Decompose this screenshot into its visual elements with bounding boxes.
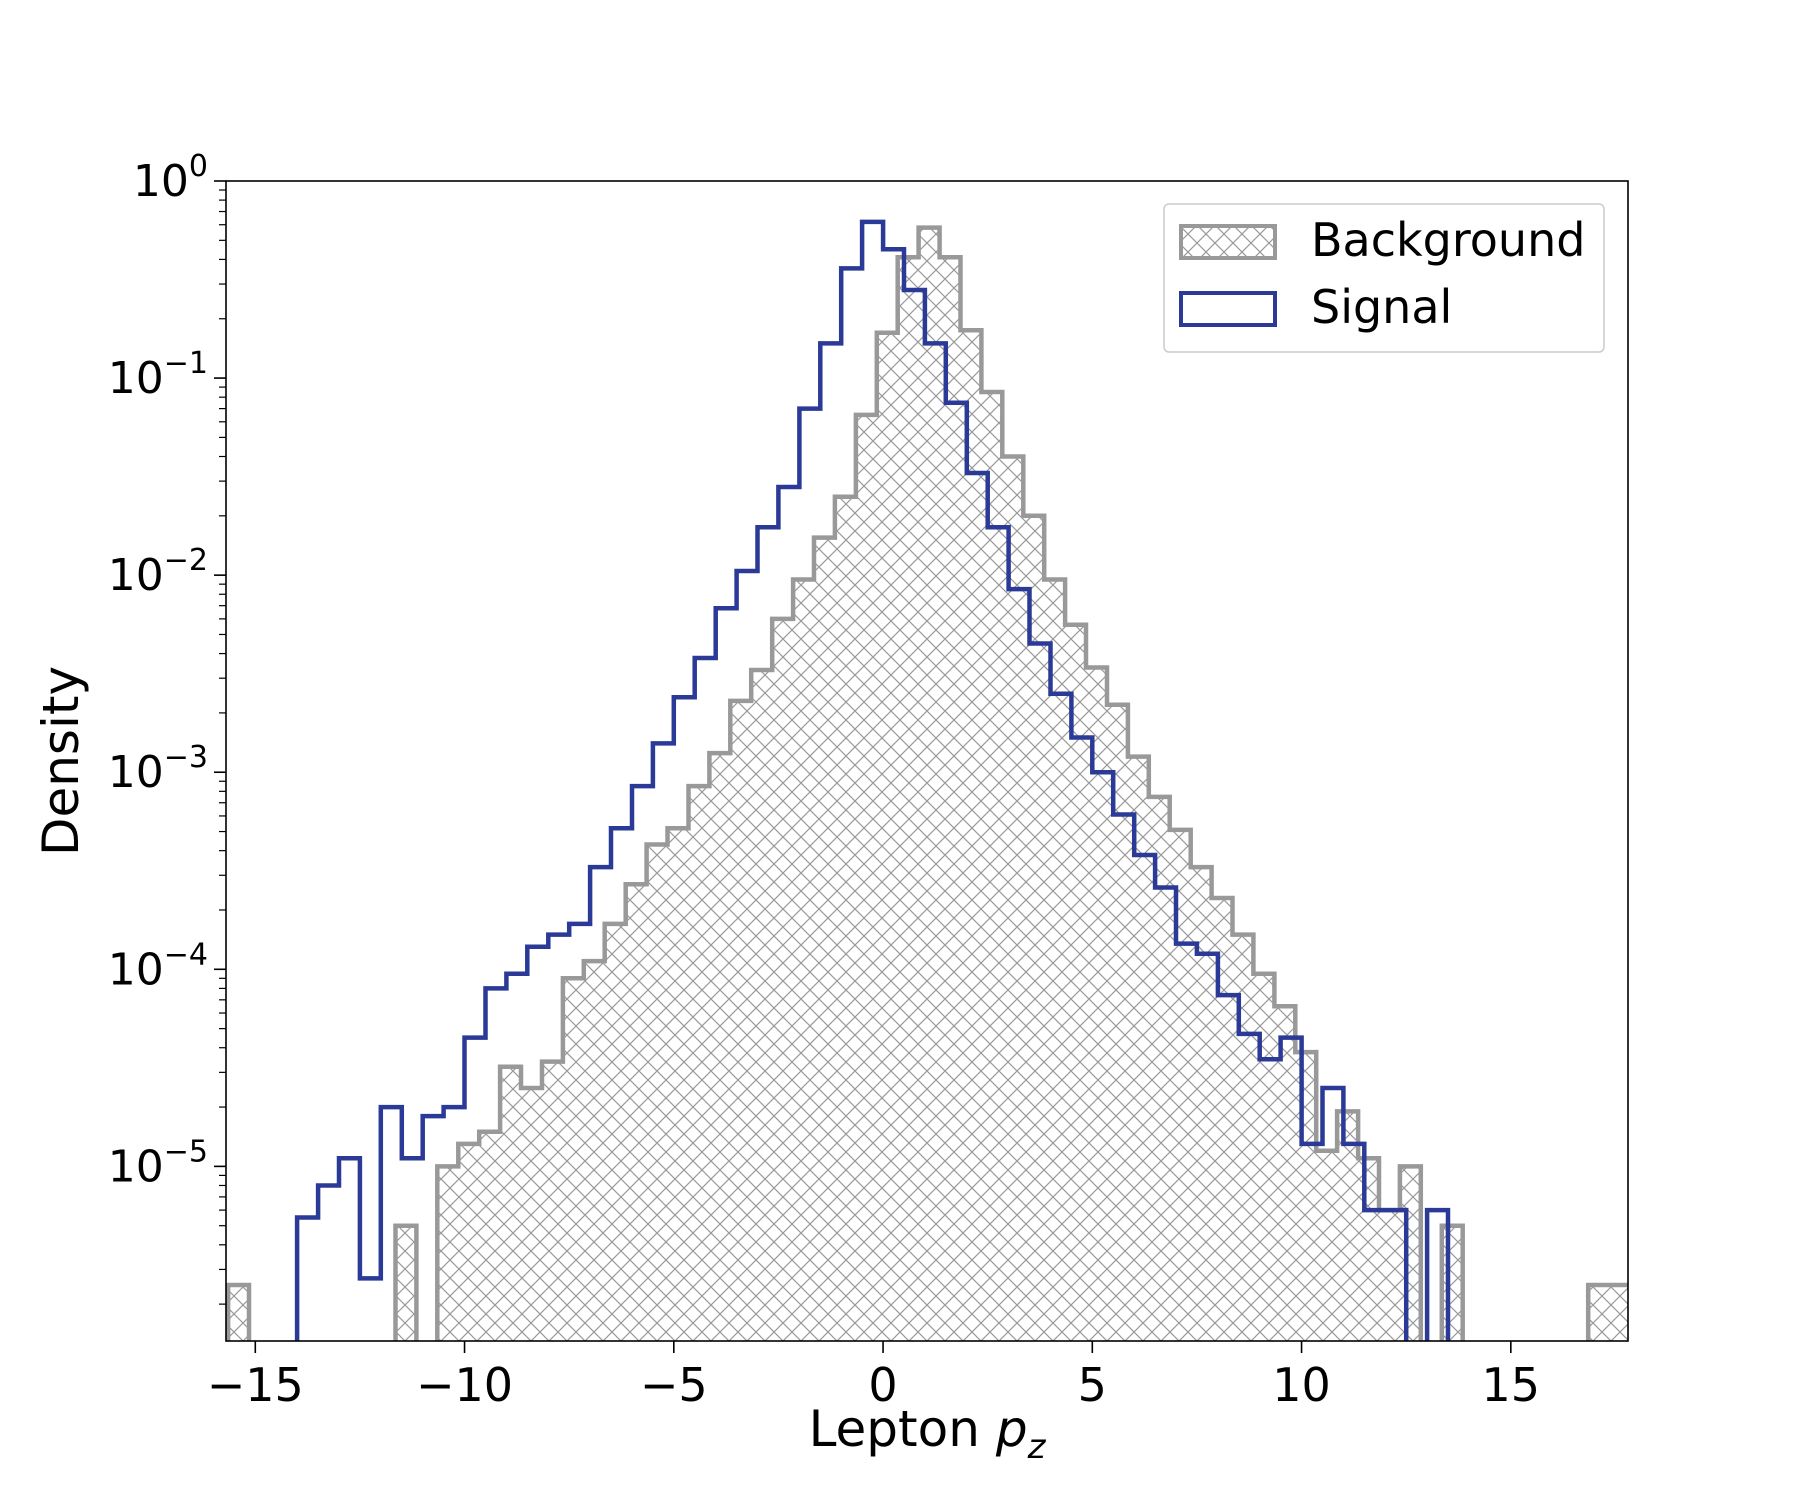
series-signal [294,219,1451,1341]
legend-signal-label: Signal [1311,280,1452,334]
x-tick-label: 15 [1482,1358,1541,1412]
y-axis-label: Density [32,666,90,856]
y-tick-label: 10−4 [108,937,208,995]
x-tick-label: 10 [1272,1358,1331,1412]
plot-frame [225,180,1629,1342]
legend-background-label: Background [1311,213,1585,267]
legend-background-swatch [1179,224,1277,260]
y-tick-label: 10−3 [108,740,208,798]
x-tick-label: −5 [640,1358,708,1412]
series-layer [226,219,1628,1341]
y-tick-label: 10−1 [108,346,208,404]
background-histogram-segment [1585,1282,1628,1341]
x-tick-label: 0 [868,1358,897,1412]
y-tick-label: 100 [133,149,208,207]
legend-signal-swatch [1179,291,1277,327]
y-tick-label: 10−2 [108,543,208,601]
background-histogram-segment [393,1223,419,1341]
x-tick-label: −10 [416,1358,513,1412]
x-axis-label: Lepton pz [809,1400,1047,1467]
x-tick-label: 5 [1078,1358,1107,1412]
axes: −15 −10 −5 0 5 10 15 100 10−1 10−2 10−3 10−4 10−5 [108,149,1540,1412]
x-tick-label: −15 [207,1358,304,1412]
background-histogram-segment [435,225,1424,1341]
y-tick-label: 10−5 [108,1134,208,1192]
legend: Background Signal [1163,203,1605,353]
background-histogram-segment [226,1282,252,1341]
signal-histogram-step-line [294,219,1451,1341]
